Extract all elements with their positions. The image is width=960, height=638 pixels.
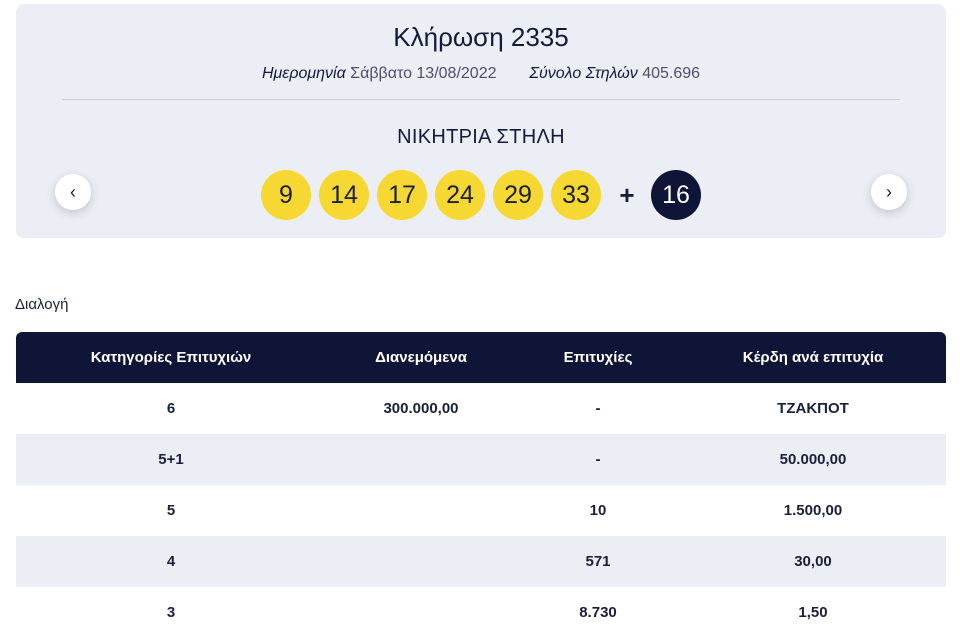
total-label: Σύνολο Στηλών	[529, 65, 638, 82]
total-value: 405.696	[642, 65, 701, 82]
cell-winners: -	[595, 451, 601, 468]
date-label: Ημερομηνία	[261, 65, 346, 82]
section-label: Διαλογή	[15, 296, 69, 313]
cell-winners: 571	[585, 553, 611, 570]
winning-column-title: ΝΙΚΗΤΡΙΑ ΣΤΗΛΗ	[397, 126, 565, 148]
number-ball: 33	[551, 170, 601, 220]
cell-winners: -	[595, 400, 601, 417]
chevron-right-icon: ›	[886, 181, 892, 202]
number-ball: 9	[261, 170, 311, 220]
chevron-left-icon: ‹	[70, 181, 76, 202]
header-winners: Επιτυχίες	[563, 349, 633, 366]
cell-category: 5	[166, 502, 176, 519]
cell-category: 3	[166, 604, 176, 621]
header-prize-per-winner: Κέρδη ανά επιτυχία	[742, 349, 884, 366]
previous-draw-button[interactable]: ‹	[55, 174, 91, 210]
date-value: Σάββατο 13/08/2022	[350, 65, 497, 82]
draw-card: Κλήρωση 2335 Ημερομηνία Σάββατο 13/08/20…	[16, 4, 946, 238]
draw-title: Κλήρωση 2335	[393, 22, 569, 52]
cell-winners: 10	[589, 502, 607, 519]
cell-prize: 1,50	[798, 604, 828, 621]
draw-meta: Ημερομηνία Σάββατο 13/08/2022 Σύνολο Στη…	[16, 65, 946, 83]
number-ball: 17	[377, 170, 427, 220]
table-row: 5 10 1.500,00	[16, 485, 946, 536]
table-header: Κατηγορίες Επιτυχιών Διανεμόμενα Επιτυχί…	[16, 332, 946, 383]
cell-category: 5+1	[158, 451, 184, 468]
prize-table: Κατηγορίες Επιτυχιών Διανεμόμενα Επιτυχί…	[16, 332, 946, 638]
table-row: 6 300.000,00 - ΤΖΑΚΠΟΤ	[16, 383, 946, 434]
cell-winners: 8.730	[579, 604, 617, 621]
cell-category: 4	[166, 553, 176, 570]
winning-numbers: 9 14 17 24 29 33 + 16	[16, 170, 946, 220]
number-ball: 29	[493, 170, 543, 220]
number-ball: 24	[435, 170, 485, 220]
header-distributed: Διανεμόμενα	[375, 349, 467, 366]
cell-prize: 50.000,00	[779, 451, 847, 468]
bonus-ball: 16	[651, 170, 701, 220]
divider	[62, 99, 900, 100]
cell-prize: 1.500,00	[783, 502, 843, 519]
table-row: 4 571 30,00	[16, 536, 946, 587]
header-categories: Κατηγορίες Επιτυχιών	[90, 349, 252, 366]
cell-category: 6	[166, 400, 176, 417]
table-row: 3 8.730 1,50	[16, 587, 946, 638]
next-draw-button[interactable]: ›	[871, 174, 907, 210]
cell-prize: ΤΖΑΚΠΟΤ	[777, 400, 849, 417]
plus-sign: +	[619, 179, 635, 210]
table-row: 5+1 - 50.000,00	[16, 434, 946, 485]
cell-distributed: 300.000,00	[383, 400, 459, 417]
number-ball: 14	[319, 170, 369, 220]
cell-prize: 30,00	[794, 553, 832, 570]
